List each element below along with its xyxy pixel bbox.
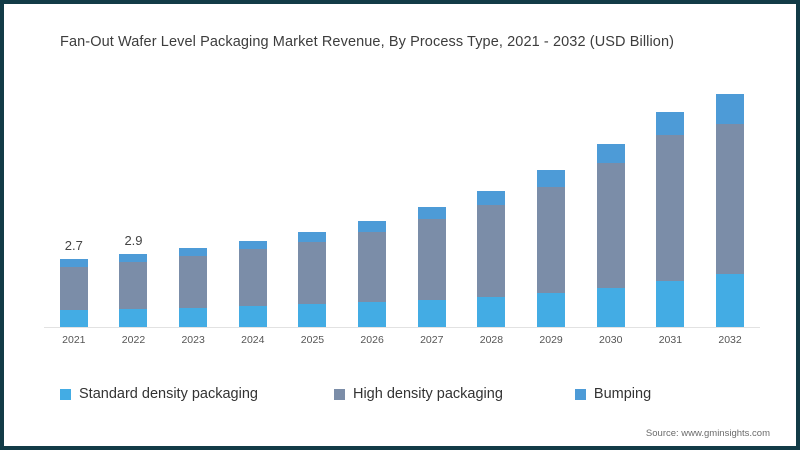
bar-segment bbox=[596, 163, 625, 289]
stacked-bar bbox=[596, 144, 625, 327]
bar-segment bbox=[119, 308, 148, 327]
bar-column: 2.7 bbox=[59, 74, 88, 327]
bar-segment bbox=[298, 231, 327, 242]
bar-segment bbox=[119, 262, 148, 309]
x-axis-tick-label: 2029 bbox=[539, 334, 563, 346]
bar-column bbox=[596, 74, 625, 327]
x-axis-tick-label: 2032 bbox=[718, 334, 742, 346]
x-axis-tick-label: 2030 bbox=[599, 334, 623, 346]
chart-canvas: Fan-Out Wafer Level Packaging Market Rev… bbox=[4, 4, 796, 446]
x-axis-tick-label: 2023 bbox=[181, 334, 205, 346]
bar-segment bbox=[238, 306, 267, 327]
bar-segment bbox=[537, 293, 566, 327]
bar-segment bbox=[179, 256, 208, 308]
stacked-bar bbox=[238, 240, 267, 327]
stacked-bar bbox=[59, 259, 88, 327]
legend-label: Bumping bbox=[593, 386, 652, 402]
x-axis-line bbox=[44, 327, 760, 328]
bar-value-label: 2.9 bbox=[124, 233, 143, 249]
x-axis-tick-labels: 2021 2022 2023 2024 2025 2026 2027 2028 2029 2030… bbox=[44, 334, 760, 354]
x-axis-tick-label: 2021 bbox=[62, 334, 86, 346]
stacked-bar bbox=[477, 190, 506, 327]
bar-segment bbox=[179, 248, 208, 257]
bar-segment bbox=[596, 144, 625, 164]
x-axis-tick-label: 2022 bbox=[121, 334, 146, 346]
bar-value-label: 2.7 bbox=[64, 238, 83, 254]
bar-segment bbox=[358, 220, 387, 232]
bar-segment bbox=[477, 205, 506, 297]
stacked-bar bbox=[298, 231, 327, 327]
bar-column bbox=[656, 74, 685, 327]
x-axis-tick-label: 2027 bbox=[420, 334, 444, 346]
legend-swatch-icon bbox=[574, 388, 586, 400]
stacked-bar bbox=[417, 206, 446, 327]
stacked-bar bbox=[537, 170, 566, 327]
x-axis-tick-label: 2028 bbox=[479, 334, 504, 346]
bar-segment bbox=[179, 307, 208, 327]
bar-segment bbox=[298, 304, 327, 327]
stacked-bar bbox=[119, 254, 148, 327]
bar-column bbox=[537, 74, 566, 327]
legend-item[interactable]: Standard density packaging bbox=[60, 386, 258, 402]
legend-item[interactable]: Bumping bbox=[574, 386, 652, 402]
stacked-bar bbox=[358, 220, 387, 327]
source-attribution: Source: www.gminsights.com bbox=[645, 428, 770, 439]
bar-segment bbox=[59, 259, 88, 267]
bar-segment bbox=[238, 240, 267, 250]
bar-column bbox=[238, 74, 267, 327]
bar-column bbox=[477, 74, 506, 327]
x-axis-tick-label: 2025 bbox=[300, 334, 325, 346]
bar-column bbox=[358, 74, 387, 327]
bar-segment bbox=[59, 309, 88, 327]
bar-segment bbox=[716, 94, 745, 124]
bar-segment bbox=[298, 241, 327, 305]
bar-column bbox=[417, 74, 446, 327]
bar-segment bbox=[417, 299, 446, 327]
bar-segment bbox=[119, 254, 148, 263]
bar-segment bbox=[477, 296, 506, 327]
plot-area: 2.7 2.9 bbox=[44, 74, 760, 328]
bar-segment bbox=[656, 111, 685, 135]
stacked-bar bbox=[656, 111, 685, 327]
bar-column: 2.9 bbox=[119, 74, 148, 327]
legend-label: High density packaging bbox=[352, 386, 503, 402]
x-axis-tick-label: 2031 bbox=[658, 334, 683, 346]
bar-segment bbox=[358, 302, 387, 327]
bar-segment bbox=[656, 281, 685, 327]
bar-segment bbox=[596, 288, 625, 327]
bar-segment bbox=[417, 206, 446, 220]
bar-segment bbox=[716, 123, 745, 274]
x-axis-tick-label: 2024 bbox=[241, 334, 265, 346]
bar-segment bbox=[656, 134, 685, 282]
bar-segment bbox=[537, 186, 566, 294]
bar-segment bbox=[59, 266, 88, 310]
bar-group: 2.7 2.9 bbox=[44, 74, 760, 327]
stacked-bar bbox=[716, 94, 745, 327]
bar-segment bbox=[358, 231, 387, 303]
bar-column bbox=[716, 74, 745, 327]
legend-label: Standard density packaging bbox=[79, 386, 258, 402]
legend-item[interactable]: High density packaging bbox=[333, 386, 503, 402]
stacked-bar bbox=[179, 248, 208, 327]
bar-column bbox=[179, 74, 208, 327]
legend-swatch-icon bbox=[60, 388, 71, 400]
legend-swatch-icon bbox=[333, 388, 345, 400]
bar-segment bbox=[537, 170, 566, 187]
page-title: Fan-Out Wafer Level Packaging Market Rev… bbox=[60, 34, 675, 50]
x-axis-tick-label: 2026 bbox=[360, 334, 384, 346]
bar-segment bbox=[477, 190, 506, 206]
bar-segment bbox=[417, 219, 446, 300]
chart-legend: Standard density packaging High density p… bbox=[60, 386, 750, 402]
bar-column bbox=[298, 74, 327, 327]
bar-segment bbox=[716, 273, 745, 327]
bar-segment bbox=[238, 249, 267, 307]
